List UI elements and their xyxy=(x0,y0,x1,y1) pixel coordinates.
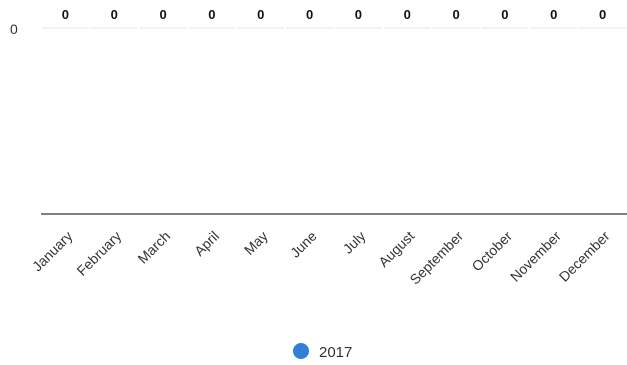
value-labels: 0 0 0 0 0 0 0 0 0 0 0 0 xyxy=(62,7,606,22)
x-tick-label-march: March xyxy=(134,228,173,267)
value-label-april: 0 xyxy=(208,7,215,22)
value-label-may: 0 xyxy=(257,7,264,22)
value-label-august: 0 xyxy=(404,7,411,22)
value-label-july: 0 xyxy=(355,7,362,22)
value-label-december: 0 xyxy=(599,7,606,22)
x-tick-label-may: May xyxy=(241,228,271,258)
x-tick-label-december: December xyxy=(556,228,613,285)
value-label-february: 0 xyxy=(111,7,118,22)
x-tick-label-june: June xyxy=(287,228,320,261)
value-label-january: 0 xyxy=(62,7,69,22)
y-axis-ticks: 0 xyxy=(10,21,18,37)
value-label-june: 0 xyxy=(306,7,313,22)
legend-marker-2017 xyxy=(293,343,309,359)
x-tick-label-january: January xyxy=(29,228,76,275)
value-label-october: 0 xyxy=(501,7,508,22)
legend-label-2017: 2017 xyxy=(319,344,352,361)
x-tick-label-april: April xyxy=(191,228,222,259)
value-label-march: 0 xyxy=(159,7,166,22)
x-tick-label-july: July xyxy=(340,228,369,257)
x-tick-label-september: September xyxy=(406,228,466,288)
value-label-november: 0 xyxy=(550,7,557,22)
x-tick-label-february: February xyxy=(73,228,124,279)
y-tick-label: 0 xyxy=(10,21,18,37)
x-tick-label-august: August xyxy=(375,228,417,270)
value-label-september: 0 xyxy=(452,7,459,22)
x-tick-label-november: November xyxy=(507,228,564,285)
legend[interactable]: 2017 xyxy=(293,343,352,361)
x-tick-label-october: October xyxy=(469,228,516,275)
